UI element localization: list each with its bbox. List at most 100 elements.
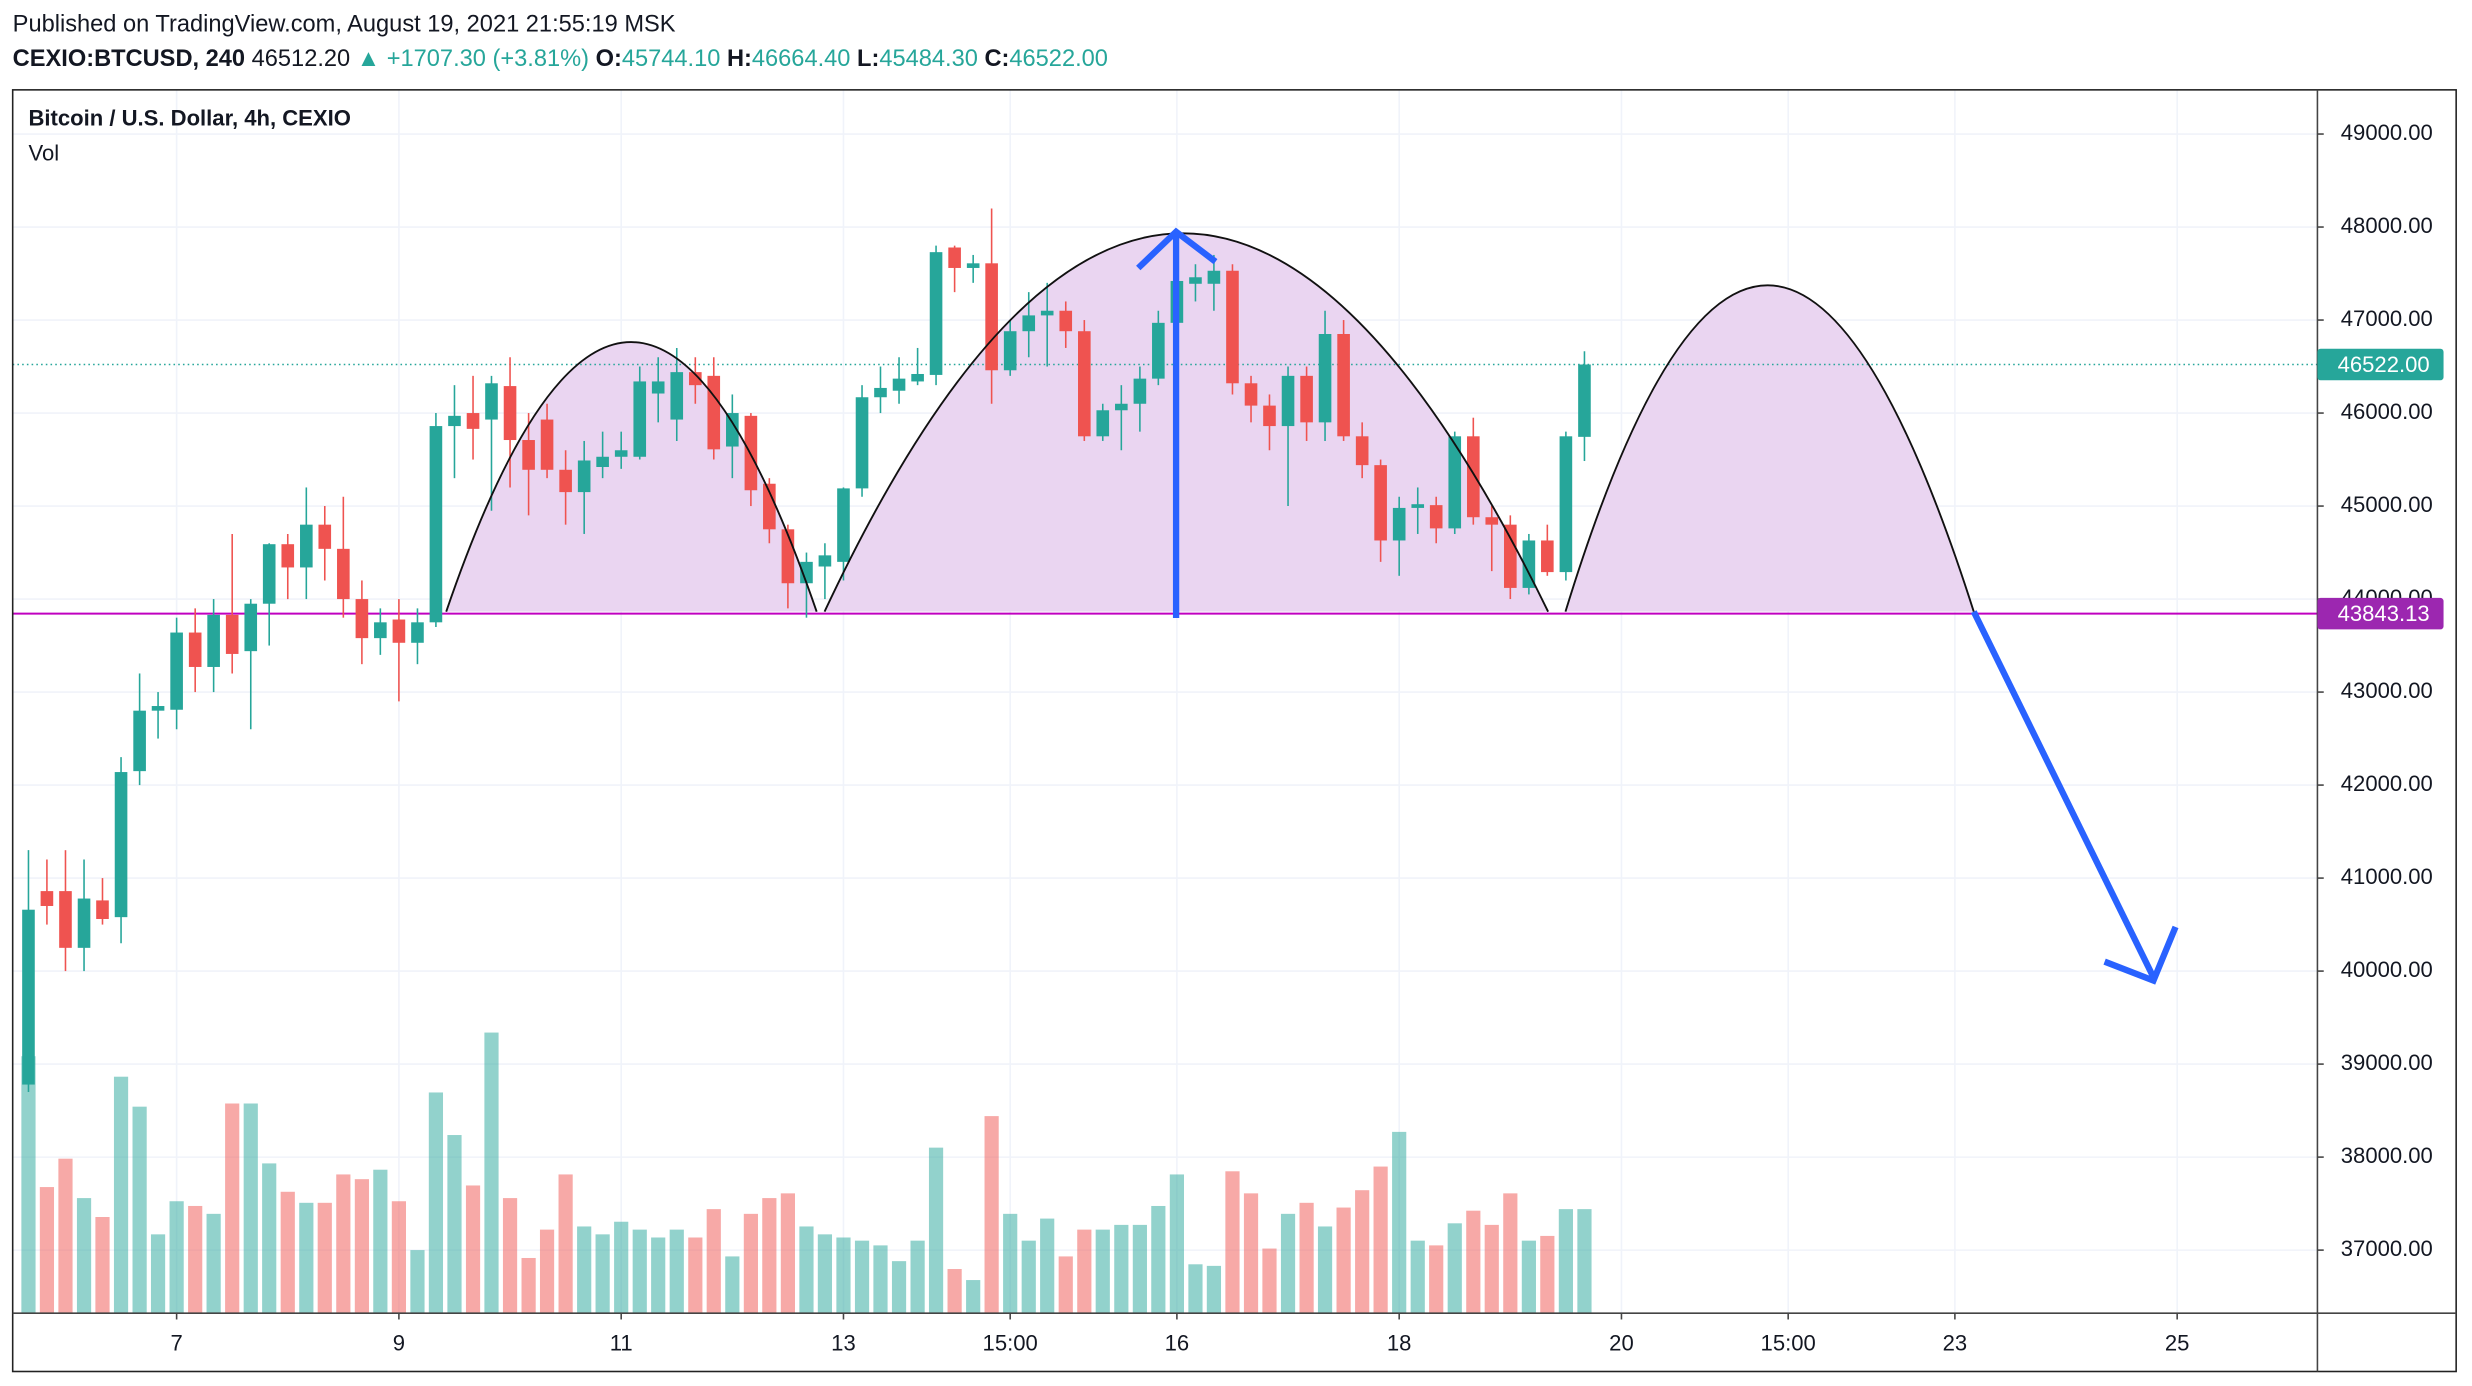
- candle-body: [1467, 436, 1480, 518]
- candle-body: [374, 622, 387, 639]
- candle-body: [874, 387, 887, 398]
- volume-bar: [1558, 1209, 1573, 1314]
- ohlc-value: 45744.10: [622, 46, 721, 72]
- candle-body: [689, 372, 702, 386]
- candle-body: [22, 909, 35, 1085]
- candle-body: [170, 632, 183, 710]
- volume-bar: [1114, 1224, 1129, 1314]
- x-tick-label: 23: [1943, 1331, 1968, 1356]
- chart-title: Bitcoin / U.S. Dollar, 4h, CEXIO: [28, 106, 350, 131]
- y-tick-label: 45000.00: [2341, 492, 2433, 517]
- candle-body: [1578, 364, 1591, 437]
- volume-bar: [984, 1116, 999, 1314]
- x-tick-label: 20: [1609, 1331, 1634, 1356]
- candle-body: [911, 373, 924, 382]
- candle-body: [1059, 310, 1073, 332]
- arrow-down: [1970, 610, 2157, 979]
- published: Published on TradingView.com, August 19,…: [13, 11, 676, 37]
- volume-bar: [928, 1147, 944, 1314]
- candle-body: [207, 614, 220, 667]
- candle-body: [522, 440, 535, 470]
- candle-body: [633, 381, 647, 457]
- volume-bar: [1169, 1174, 1184, 1314]
- candle-body: [763, 483, 776, 530]
- volume-bar: [873, 1245, 888, 1314]
- candle-body: [1189, 277, 1202, 284]
- volume-bar: [891, 1261, 907, 1314]
- candle-body: [892, 378, 906, 391]
- volume-bar: [910, 1240, 925, 1314]
- candle-body: [1392, 507, 1406, 541]
- volume-bar: [336, 1174, 351, 1314]
- arc-fill: [446, 342, 817, 612]
- volume-bar: [1262, 1248, 1277, 1314]
- candle-body: [1300, 375, 1313, 423]
- volume-bar: [1466, 1210, 1481, 1314]
- candle-body: [855, 397, 869, 489]
- volume-bar: [539, 1229, 555, 1314]
- volume-bar: [1540, 1235, 1555, 1314]
- volume-bar: [614, 1221, 629, 1314]
- candle-body: [466, 413, 480, 429]
- candle-body: [614, 450, 628, 457]
- candle-body: [1485, 517, 1499, 525]
- candle-body: [1374, 465, 1387, 541]
- candle-body: [1133, 378, 1147, 404]
- candle-body: [281, 544, 295, 568]
- volume-bar: [1151, 1205, 1166, 1314]
- arc-fill: [824, 233, 1549, 612]
- volume-bar: [1336, 1207, 1351, 1314]
- candle-body: [837, 488, 850, 562]
- candle-body: [77, 898, 91, 948]
- volume-bar: [206, 1213, 221, 1314]
- candle-body: [596, 456, 609, 467]
- candle-body: [1504, 524, 1517, 588]
- volume-bar: [1410, 1240, 1425, 1314]
- arc-fill: [1565, 285, 1974, 612]
- candle-body: [503, 386, 517, 441]
- volume-bar: [1355, 1190, 1370, 1314]
- candle-body: [1522, 540, 1536, 588]
- ohlc-value: 46664.40: [752, 46, 851, 72]
- volume-bar: [1503, 1193, 1518, 1314]
- volume-bar: [1188, 1264, 1203, 1314]
- y-tick-label: 41000.00: [2341, 864, 2433, 889]
- x-tick-label: 13: [831, 1331, 856, 1356]
- candle-body: [966, 263, 980, 268]
- symbol-line: CEXIO:BTCUSD, 240 46512.20 ▲ +1707.30 (+…: [13, 46, 1108, 72]
- candle-body: [985, 263, 998, 371]
- candle-body: [1226, 270, 1239, 384]
- volume-bar: [150, 1234, 166, 1314]
- axes: 37000.00 38000.00 39000.00 40000.00 41000.00…: [170, 120, 2444, 1356]
- arrow-head: [1136, 227, 1218, 271]
- volume-bar: [1521, 1240, 1536, 1314]
- candle-body: [1096, 410, 1110, 437]
- volume-bar: [1021, 1240, 1036, 1314]
- volume-bar: [1280, 1213, 1296, 1314]
- volume-bar: [132, 1106, 147, 1314]
- candle-body: [1022, 315, 1036, 332]
- volume-bar: [947, 1269, 962, 1314]
- volume-bar: [354, 1179, 369, 1314]
- volume-bar: [225, 1103, 240, 1314]
- volume-bar: [76, 1198, 92, 1314]
- candle-body: [1448, 436, 1462, 529]
- candle-body: [1003, 331, 1017, 371]
- candle-body: [670, 372, 684, 420]
- ohlc-key: L:: [857, 46, 879, 72]
- candle-body: [355, 599, 369, 639]
- y-tick-label: 46000.00: [2341, 399, 2433, 424]
- volume-bar: [669, 1229, 684, 1314]
- candle-body: [151, 706, 165, 711]
- volume-bar: [1095, 1229, 1110, 1314]
- price-label-box: [2317, 597, 2444, 630]
- volume-bar: [262, 1163, 277, 1314]
- candle-body: [1244, 383, 1258, 406]
- volume-bar: [688, 1237, 703, 1314]
- volume-bar: [854, 1240, 870, 1314]
- arc: [1564, 284, 1975, 612]
- candle-body: [59, 891, 72, 948]
- volume-bar: [1077, 1229, 1092, 1314]
- price-label: 43843.13: [2338, 601, 2430, 626]
